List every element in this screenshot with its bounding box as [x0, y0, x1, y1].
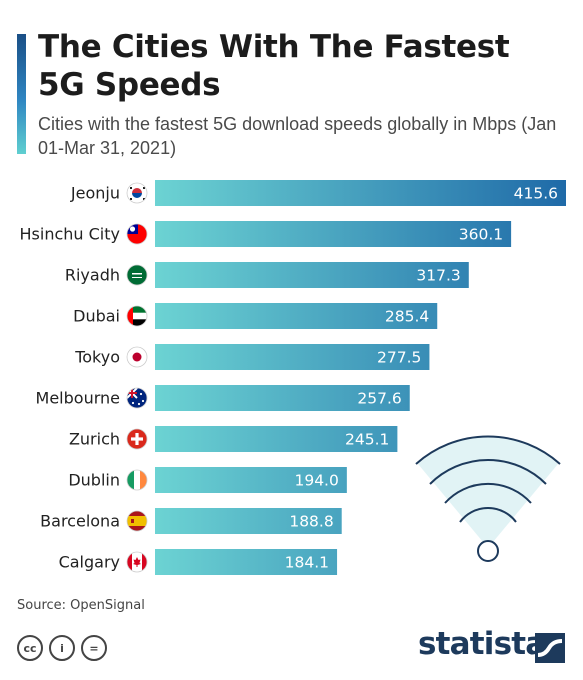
australia-flag-icon	[126, 387, 148, 409]
source-note: Source: OpenSignal	[17, 598, 145, 613]
category-label: Jeonju	[70, 184, 120, 203]
value-label: 360.1	[459, 226, 503, 244]
category-label: Riyadh	[65, 266, 120, 285]
bar-calgary	[155, 549, 338, 575]
uae-flag-icon	[126, 305, 148, 327]
category-label: Zurich	[69, 430, 120, 449]
bar-dublin	[155, 467, 347, 493]
bar-jeonju	[155, 180, 566, 206]
bar-hsinchu-city	[155, 221, 512, 247]
value-label: 317.3	[416, 267, 460, 285]
wifi-signal-icon	[415, 435, 561, 562]
taiwan-flag-icon	[126, 223, 148, 245]
category-label: Melbourne	[36, 389, 120, 408]
bar-riyadh	[155, 262, 469, 288]
bar-tokyo	[155, 344, 430, 370]
canada-flag-icon	[126, 551, 148, 573]
value-label: 184.1	[285, 554, 329, 572]
saudi-arabia-flag-icon	[126, 264, 148, 286]
no-derivatives-icon: =	[81, 635, 107, 661]
license-icons: cc i =	[17, 635, 107, 661]
category-label: Barcelona	[40, 512, 120, 531]
value-label: 245.1	[345, 431, 389, 449]
title-accent-bar	[17, 34, 26, 154]
category-label: Tokyo	[74, 348, 120, 367]
ireland-flag-icon	[126, 469, 148, 491]
bar-dubai	[155, 303, 438, 329]
bar-melbourne	[155, 385, 410, 411]
creative-commons-icon: cc	[17, 635, 43, 661]
statista-logo-icon	[535, 633, 565, 663]
category-label: Dublin	[68, 471, 120, 490]
statista-logo-text: statista	[418, 626, 546, 662]
chart-title: The Cities With The Fastest 5G Speeds	[38, 29, 510, 103]
bar-chart: 415.6 Jeonju 360.1 Hsinchu City 317.3 Riyadh 2…	[20, 180, 566, 575]
category-label: Dubai	[73, 307, 120, 326]
chart-subtitle: Cities with the fastest 5G download spee…	[38, 114, 557, 158]
spain-flag-icon	[126, 510, 148, 532]
attribution-icon: i	[49, 635, 75, 661]
category-label: Hsinchu City	[20, 225, 120, 244]
japan-flag-icon	[126, 346, 148, 368]
value-label: 277.5	[377, 349, 421, 367]
bar-barcelona	[155, 508, 342, 534]
value-label: 285.4	[385, 308, 429, 326]
value-label: 188.8	[289, 513, 333, 531]
category-label: Calgary	[59, 553, 120, 572]
value-label: 257.6	[357, 390, 401, 408]
bar-zurich	[155, 426, 398, 452]
south-korea-flag-icon	[126, 182, 148, 204]
value-label: 415.6	[514, 185, 558, 203]
switzerland-flag-icon	[126, 428, 148, 450]
value-label: 194.0	[294, 472, 338, 490]
